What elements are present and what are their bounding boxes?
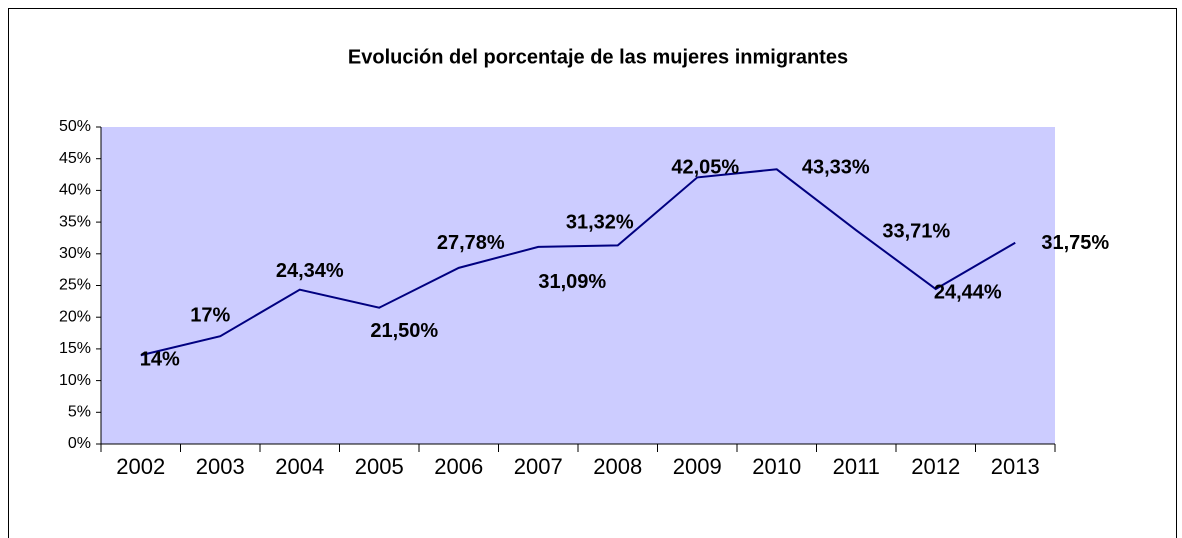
y-tick-label: 20%	[59, 308, 91, 325]
data-label: 24,44%	[934, 281, 1002, 303]
x-tick-label: 2007	[514, 454, 563, 479]
x-tick-label: 2003	[196, 454, 245, 479]
x-tick-label: 2006	[434, 454, 483, 479]
y-tick-label: 15%	[59, 340, 91, 357]
y-tick-label: 50%	[59, 118, 91, 135]
x-tick-label: 2011	[833, 454, 880, 479]
data-label: 33,71%	[882, 221, 950, 243]
y-tick-label: 5%	[68, 404, 91, 421]
x-tick-label: 2012	[911, 454, 960, 479]
y-tick-label: 0%	[68, 435, 91, 452]
y-tick-label: 40%	[59, 182, 91, 199]
plot-area	[101, 127, 1055, 444]
x-tick-label: 2008	[593, 454, 642, 479]
data-label: 14%	[140, 349, 180, 371]
y-tick-label: 45%	[59, 150, 91, 167]
y-tick-label: 10%	[59, 372, 91, 389]
data-label: 42,05%	[671, 157, 739, 179]
data-label: 43,33%	[802, 157, 870, 179]
y-tick-label: 35%	[59, 213, 91, 230]
data-label: 24,34%	[276, 260, 344, 282]
data-label: 31,75%	[1041, 232, 1109, 254]
data-label: 31,32%	[566, 212, 634, 234]
data-label: 21,50%	[370, 320, 438, 342]
data-label: 27,78%	[437, 232, 505, 254]
y-tick-label: 30%	[59, 245, 91, 262]
y-tick-label: 25%	[59, 277, 91, 294]
data-line	[140, 168, 1016, 357]
x-tick-label: 2010	[752, 454, 801, 479]
x-tick-label: 2009	[673, 454, 722, 479]
x-tick-label: 2005	[355, 454, 404, 479]
x-tick-label: 2004	[275, 454, 324, 479]
x-tick-label: 2002	[116, 454, 165, 479]
data-label: 17%	[190, 305, 230, 327]
chart-title: Evolución del porcentaje de las mujeres …	[348, 46, 848, 68]
data-label: 31,09%	[538, 271, 606, 293]
x-tick-label: 2013	[991, 454, 1040, 479]
